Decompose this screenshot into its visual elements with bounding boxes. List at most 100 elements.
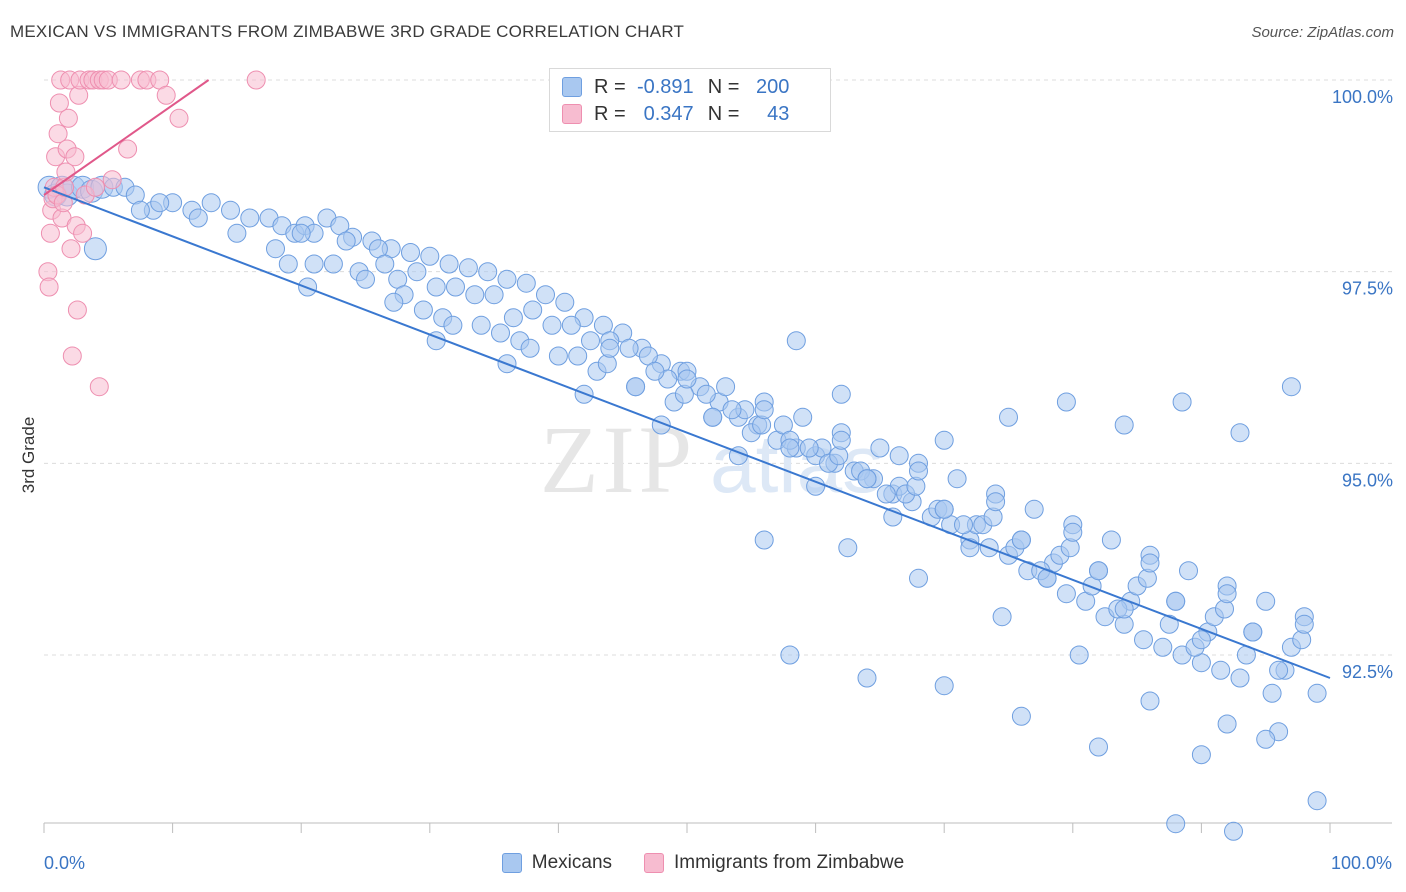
point-mexicans-78 [336, 231, 356, 251]
point-mexicans-162 [645, 361, 665, 381]
x-tick-label-0: 0.0% [44, 853, 85, 873]
point-mexicans-77 [291, 223, 311, 243]
point-mexicans-190 [806, 476, 826, 496]
point-mexicans-199 [754, 400, 774, 420]
point-mexicans-81 [446, 277, 465, 297]
point-mexicans-83 [523, 300, 543, 320]
legend-item-zimbabwe[interactable]: Immigrants from Zimbabwe [644, 852, 904, 874]
legend-swatch-zimbabwe [562, 104, 582, 124]
point-mexicans-200 [831, 430, 851, 450]
trend-lines [43, 79, 1331, 679]
point-mexicans-164 [799, 438, 819, 458]
point-mexicans-224 [1230, 423, 1250, 443]
point-mexicans-73 [150, 193, 170, 213]
point-mexicans-195 [1191, 630, 1211, 650]
point-mexicans-109 [503, 308, 523, 328]
legend-r-value: -0.891 [636, 75, 694, 98]
point-mexicans-94 [947, 469, 967, 489]
point-mexicans-14 [201, 193, 221, 213]
point-zimbabwe-18 [61, 239, 81, 259]
watermark-zip: ZIP [540, 406, 696, 513]
point-mexicans-108 [465, 285, 485, 305]
point-mexicans-126 [1159, 614, 1179, 634]
legend-r-label: R = [594, 75, 626, 98]
point-mexicans-28 [420, 246, 440, 266]
point-mexicans-70 [1230, 668, 1250, 688]
point-mexicans-76 [266, 239, 285, 259]
point-mexicans-102 [1256, 591, 1276, 611]
point-mexicans-205 [1217, 584, 1237, 604]
y-axis-label: 3rd Grade [19, 417, 38, 494]
point-mexicans-220 [999, 407, 1018, 427]
point-mexicans-159 [413, 300, 433, 320]
point-mexicans-171 [1307, 683, 1327, 703]
legend-r-value: 0.347 [643, 102, 694, 125]
legend-n-value: 200 [756, 75, 790, 98]
point-mexicans-210 [857, 469, 877, 489]
point-mexicans-100 [1179, 561, 1198, 581]
point-mexicans-30 [458, 258, 478, 278]
point-mexicans-29 [439, 254, 459, 274]
point-zimbabwe-22 [67, 300, 87, 320]
point-mexicans-92 [870, 438, 890, 458]
legend-swatch-mexicans [562, 77, 582, 97]
point-mexicans-218 [889, 446, 909, 466]
point-mexicans-227 [838, 538, 858, 558]
point-mexicans-72 [130, 200, 150, 220]
point-mexicans-231 [1140, 691, 1160, 711]
point-mexicans-209 [780, 438, 800, 458]
point-zimbabwe-40 [169, 108, 189, 128]
point-mexicans-216 [786, 331, 806, 351]
point-mexicans-204 [1140, 553, 1160, 573]
point-mexicans-104 [304, 254, 324, 274]
point-mexicans-198 [677, 369, 697, 389]
point-mexicans-196 [1269, 660, 1289, 680]
point-mexicans-90 [793, 407, 813, 427]
point-mexicans-215 [1243, 622, 1263, 642]
point-mexicans-135 [471, 315, 491, 335]
point-mexicans-225 [1281, 377, 1301, 397]
point-zimbabwe-8 [48, 124, 68, 144]
legend-n-value: 43 [767, 102, 790, 125]
point-mexicans-206 [1294, 614, 1314, 634]
y-tick-labels: 100.0% 97.5% 95.0% 92.5% [1332, 87, 1393, 682]
point-mexicans-222 [1114, 415, 1134, 435]
point-mexicans-208 [703, 407, 723, 427]
point-zimbabwe-1 [39, 277, 59, 297]
point-mexicans-33 [516, 273, 536, 293]
point-mexicans-80 [407, 262, 427, 282]
point-mexicans-240 [1011, 706, 1031, 726]
point-mexicans-201 [909, 461, 928, 481]
legend-swatch-mexicans [501, 853, 522, 873]
point-mexicans-132 [375, 254, 395, 274]
point-mexicans-174 [520, 338, 540, 358]
legend-item-mexicans[interactable]: Mexicans [501, 852, 612, 874]
legend-row-zimbabwe: R = 0.347 N = 43 [562, 102, 789, 126]
point-mexicans-34 [536, 285, 555, 305]
point-mexicans-219 [934, 430, 954, 450]
y-tick-label-1: 97.5% [1342, 279, 1393, 299]
point-zimbabwe-19 [62, 346, 82, 366]
point-mexicans-223 [1172, 392, 1192, 412]
legend-label-zimbabwe: Immigrants from Zimbabwe [674, 852, 905, 873]
point-mexicans-217 [831, 384, 851, 404]
x-tick-label-100: 100.0% [1331, 853, 1392, 873]
point-mexicans-160 [491, 323, 510, 343]
y-tick-label-0: 100.0% [1332, 87, 1393, 107]
series-mexicans [37, 175, 1327, 841]
point-mexicans-213 [1089, 561, 1108, 581]
x-axis-ticks [43, 823, 1331, 833]
point-zimbabwe-16 [58, 108, 78, 128]
point-zimbabwe-42 [89, 377, 109, 397]
point-mexicans-111 [581, 331, 600, 351]
trend-line-mexicans [43, 186, 1331, 679]
point-mexicans-82 [484, 285, 504, 305]
point-mexicans-84 [561, 315, 581, 335]
point-mexicans-211 [934, 499, 954, 519]
point-mexicans-158 [356, 269, 375, 289]
point-mexicans-243 [780, 645, 800, 665]
point-mexicans-66 [1153, 637, 1173, 657]
point-mexicans-69 [1211, 660, 1231, 680]
point-mexicans-234 [1166, 814, 1186, 834]
